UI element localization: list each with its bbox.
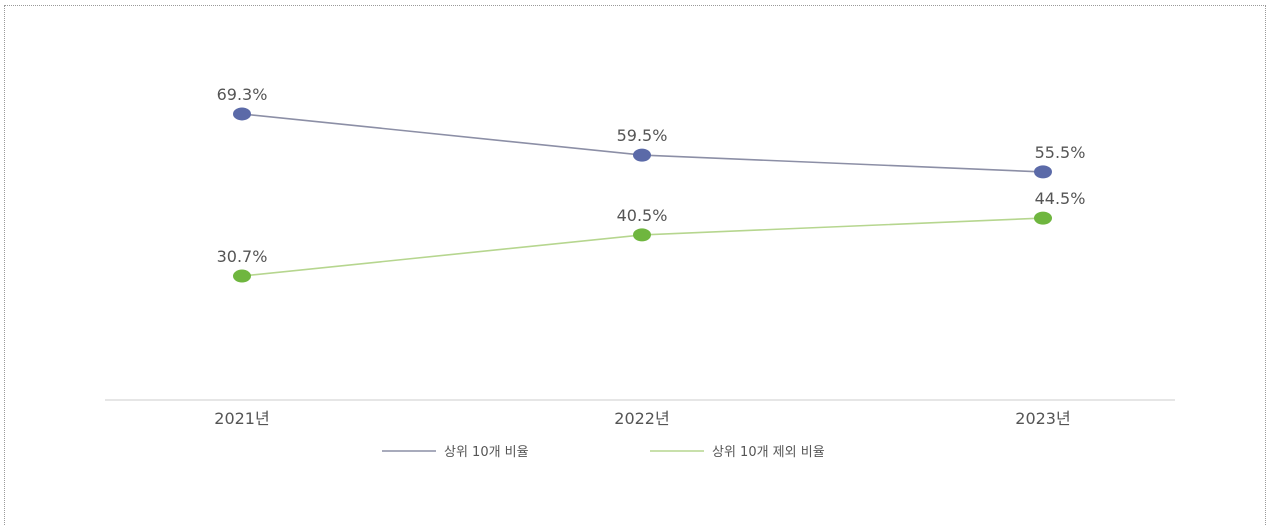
x-tick-label: 2022년 [614,409,669,428]
series-2-data-label: 44.5% [1035,189,1086,208]
legend-item-1: 상위 10개 비율 [382,445,529,460]
series-2-point [1034,211,1052,225]
x-tick-label: 2021년 [214,409,269,428]
series-1-data-label: 69.3% [217,85,268,104]
series-1-point [233,107,251,121]
series-2-point [233,269,251,283]
series-2: 30.7% 40.5% 44.5% [217,189,1086,283]
legend-label: 상위 10개 비율 [444,445,529,460]
series-1: 69.3% 59.5% 55.5% [217,85,1086,179]
series-2-data-label: 40.5% [617,206,668,225]
frame-border [4,5,1266,525]
legend-label: 상위 10개 제외 비율 [712,445,825,460]
series-2-point [633,228,651,242]
series-1-data-label: 59.5% [617,126,668,145]
series-layer: 69.3% 59.5% 55.5% 30.7% 40.5% 44.5% [217,85,1086,283]
series-2-data-label: 30.7% [217,247,268,266]
x-tick-label: 2023년 [1015,409,1070,428]
series-1-point [633,148,651,162]
series-2-line [241,217,1044,277]
legend: 상위 10개 비율 상위 10개 제외 비율 [382,445,825,460]
series-1-data-label: 55.5% [1035,143,1086,162]
legend-item-2: 상위 10개 제외 비율 [650,445,825,460]
x-tick-labels: 2021년 2022년 2023년 [214,409,1070,428]
series-1-point [1034,165,1052,179]
